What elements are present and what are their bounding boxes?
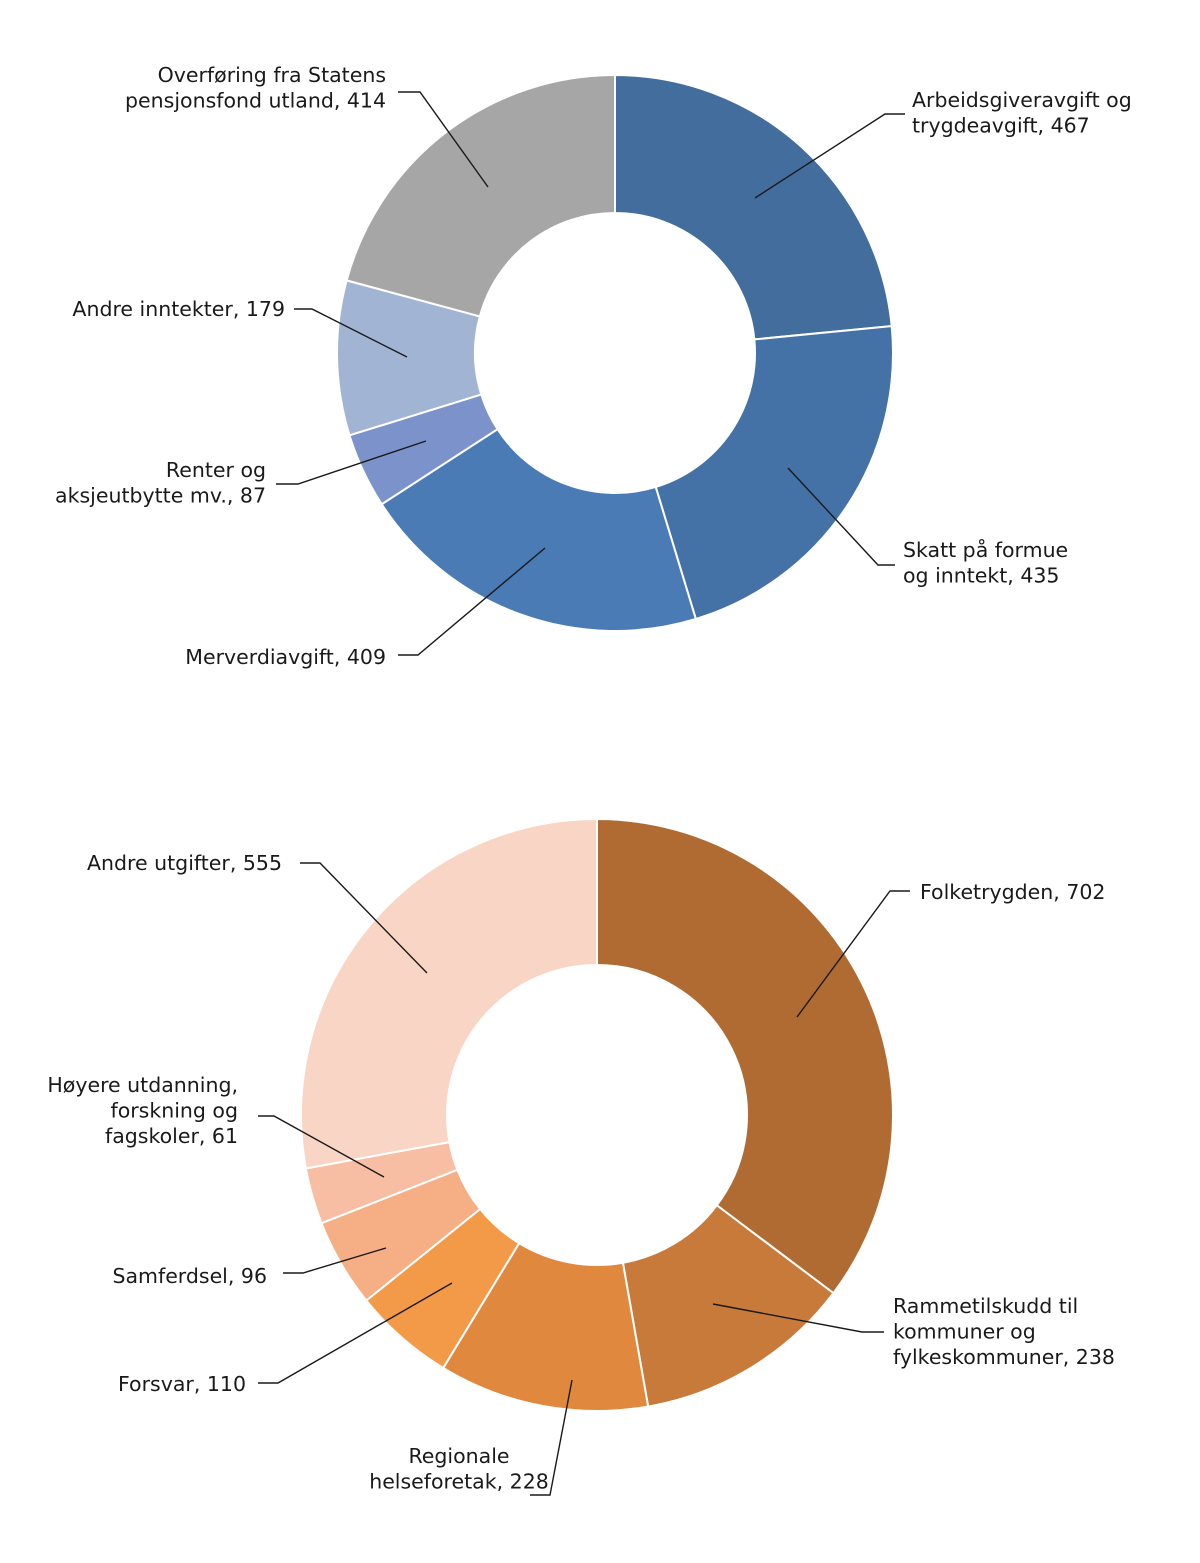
data-label-line: Høyere utdanning,: [47, 1073, 238, 1097]
slice-skatt-pa-formue-og-inntekt: [654, 324, 894, 621]
data-label-regionale-helseforetak: Regionale helseforetak, 228: [369, 1444, 549, 1494]
leader-line-hoyere-utdanning-forskning-og-fagskoler: [258, 1115, 385, 1178]
leader-line-merverdiavgift: [398, 547, 546, 656]
data-label-renter-og-aksjeutbytte-mv: Renter og aksjeutbytte mv., 87: [55, 458, 266, 508]
data-label-line: Forsvar, 110: [118, 1372, 246, 1396]
leader-line-skatt-pa-formue-og-inntekt: [787, 467, 895, 566]
data-label-line: kommuner og: [893, 1320, 1036, 1344]
leader-line-renter-og-aksjeutbytte-mv: [276, 440, 427, 485]
data-label-andre-inntekter: Andre inntekter, 179: [72, 297, 285, 321]
data-label-samferdsel: Samferdsel, 96: [112, 1264, 267, 1288]
data-label-line: Renter og: [166, 458, 266, 482]
data-label-hoyere-utdanning-forskning-og-fagskoler: Høyere utdanning, forskning og fagskoler, …: [47, 1073, 238, 1148]
slice-folketrygden: [596, 817, 894, 1295]
slice-overforing-fra-statens-pensjonsfond-utland: [345, 73, 616, 318]
leader-line-regionale-helseforetak: [530, 1379, 573, 1496]
data-label-line: pensjonsfond utland, 414: [125, 89, 386, 113]
data-label-line: Arbeidsgiveravgift og: [912, 88, 1132, 112]
data-label-line: Samferdsel, 96: [112, 1264, 267, 1288]
data-label-forsvar: Forsvar, 110: [118, 1372, 246, 1396]
data-label-line: aksjeutbytte mv., 87: [55, 484, 266, 508]
data-label-arbeidsgiveravgift-og-trygdeavgift: Arbeidsgiveravgift og trygdeavgift, 467: [912, 88, 1132, 138]
data-label-skatt-pa-formue-og-inntekt: Skatt på formue og inntekt, 435: [903, 537, 1068, 588]
leader-line-samferdsel: [283, 1247, 387, 1274]
expense-donut-chart: Folketrygden, 702 Rammetilskudd til kommun…: [47, 817, 1115, 1496]
data-label-line: Rammetilskudd til: [893, 1294, 1078, 1318]
slice-arbeidsgiveravgift-og-trygdeavgift: [614, 73, 893, 341]
data-label-merverdiavgift: Merverdiavgift, 409: [185, 645, 386, 669]
data-label-line: Andre inntekter, 179: [72, 297, 285, 321]
data-label-line: Andre utgifter, 555: [87, 851, 282, 875]
leader-line-overforing-fra-statens-pensjonsfond-utland: [398, 91, 489, 188]
leader-line-arbeidsgiveravgift-og-trygdeavgift: [754, 113, 905, 199]
data-label-line: fylkeskommuner, 238: [893, 1345, 1115, 1369]
leader-line-andre-utgifter: [300, 862, 428, 974]
data-label-line: Folketrygden, 702: [920, 880, 1105, 904]
leader-line-andre-inntekter: [294, 308, 408, 358]
data-label-folketrygden: Folketrygden, 702: [920, 880, 1105, 904]
slice-merverdiavgift: [380, 427, 698, 632]
data-label-line: trygdeavgift, 467: [912, 114, 1090, 138]
data-label-overforing-fra-statens-pensjonsfond-utland: Overføring fra Statens pensjonsfond utlan…: [125, 63, 386, 113]
leader-line-folketrygden: [796, 890, 910, 1018]
data-label-rammetilskudd-til-kommuner-og-fylkeskommuner: Rammetilskudd til kommuner og fylkeskommun…: [893, 1294, 1115, 1369]
data-label-line: Regionale: [408, 1444, 509, 1468]
data-label-line: Merverdiavgift, 409: [185, 645, 386, 669]
leader-line-rammetilskudd-til-kommuner-og-fylkeskommuner: [712, 1303, 884, 1333]
data-label-line: fagskoler, 61: [105, 1124, 238, 1148]
data-label-line: og inntekt, 435: [903, 564, 1059, 588]
slice-andre-utgifter: [300, 817, 598, 1170]
leader-line-forsvar: [258, 1282, 453, 1384]
income-donut-chart: Arbeidsgiveravgift og trygdeavgift, 467 Sk…: [55, 63, 1132, 669]
data-label-line: Skatt på formue: [903, 537, 1068, 562]
data-label-line: Overføring fra Statens: [158, 63, 386, 87]
data-label-line: helseforetak, 228: [369, 1470, 549, 1494]
data-label-line: forskning og: [110, 1099, 238, 1123]
data-label-andre-utgifter: Andre utgifter, 555: [87, 851, 282, 875]
